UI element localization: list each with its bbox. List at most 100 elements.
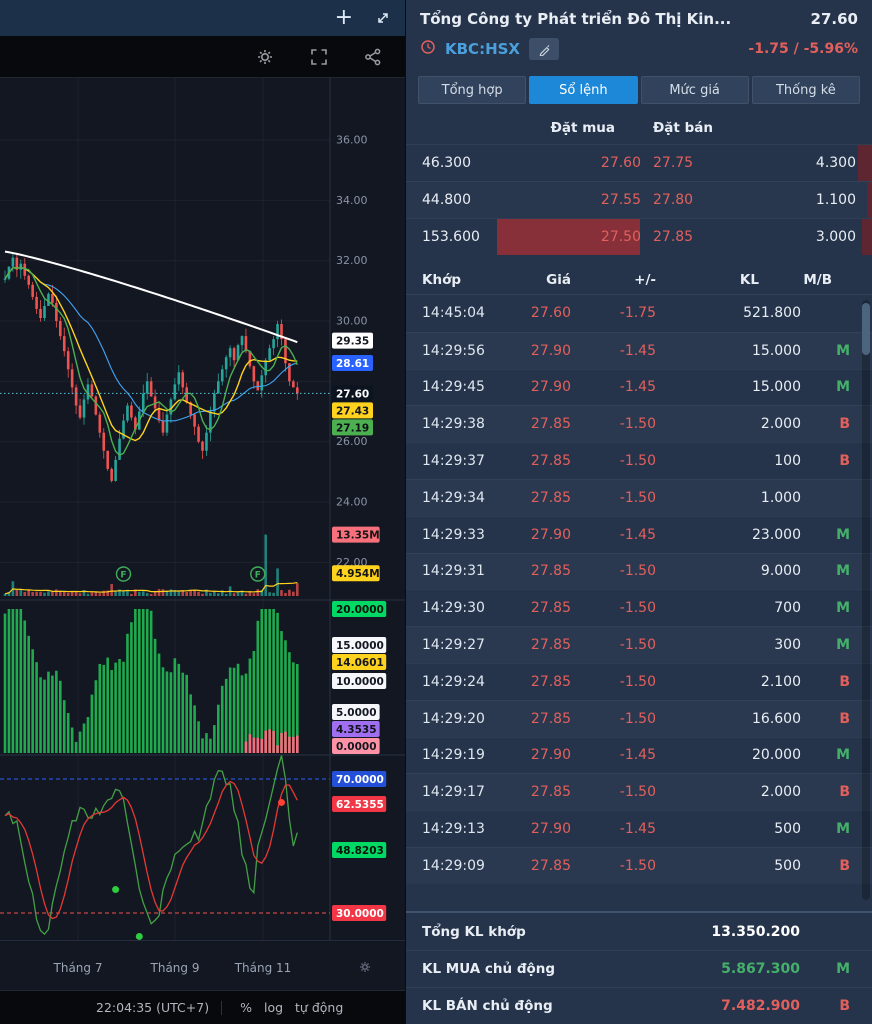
axis-settings-icon[interactable] [358,959,372,978]
svg-text:13.35M: 13.35M [336,530,380,542]
trade-time: 14:29:38 [422,416,485,433]
trade-side: B [839,710,850,727]
trade-change: -1.45 [619,821,656,838]
side-panel: Tổng Công ty Phát triển Đô Thị Kin... 27… [405,0,872,1024]
ticker-symbol[interactable]: KBC:HSX [445,40,520,58]
summary-row: KL BÁN chủ động 7.482.900 B [406,987,872,1024]
trade-row: 14:29:34 27.85 -1.50 1.000 [406,478,872,516]
trades-col-header: KL [739,271,759,288]
trade-side: B [839,784,850,801]
trade-row: 14:29:33 27.90 -1.45 23.000 M [406,515,872,553]
trade-time: 14:29:45 [422,379,485,396]
trade-volume: 100 [774,453,801,470]
trade-row: 14:29:30 27.85 -1.50 700 M [406,589,872,626]
trade-volume: 15.000 [752,379,801,396]
trade-change: -1.50 [619,637,656,654]
sell-header: Đặt bán [653,120,713,136]
svg-text:24.00: 24.00 [336,496,368,509]
tab-tổng-hợp[interactable]: Tổng hợp [418,76,527,104]
chart-bottombar: 22:04:35 (UTC+7) % log tự động [0,990,405,1024]
trade-price: 27.85 [530,784,571,801]
time-axis-label: Tháng 7 [53,961,103,975]
tab-sổ-lệnh[interactable]: Sổ lệnh [529,76,638,104]
svg-text:0.0000: 0.0000 [336,741,377,753]
svg-text:4.3535: 4.3535 [336,724,377,736]
ask-price[interactable]: 27.85 [653,229,694,245]
trade-side: M [836,379,850,396]
trade-price: 27.85 [530,416,571,433]
trade-row: 14:29:38 27.85 -1.50 2.000 B [406,405,872,442]
expand-icon[interactable] [375,10,391,26]
ask-price[interactable]: 27.75 [653,155,694,171]
bid-price[interactable]: 27.60 [600,155,641,171]
trade-side: B [839,673,850,690]
summary-row: Tổng KL khớp 13.350.200 [406,913,872,950]
trade-row: 14:29:37 27.85 -1.50 100 B [406,442,872,479]
bid-price[interactable]: 27.50 [600,229,641,245]
chart-panel: + 36.00 34.00 32.00 30.00 26.00 24.00 22.00 F F 2… [0,0,405,1024]
trade-side: M [836,637,850,654]
trade-price: 27.85 [530,600,571,617]
trade-row: 14:29:45 27.90 -1.45 15.000 M [406,368,872,406]
trade-price: 27.85 [530,489,571,506]
trade-time: 14:29:13 [422,821,485,838]
fullscreen-icon[interactable] [309,47,329,67]
trade-row: 14:29:20 27.85 -1.50 16.600 B [406,699,872,737]
svg-text:48.8203: 48.8203 [336,845,384,857]
trade-row: 14:29:09 27.85 -1.50 500 B [406,846,872,884]
auto-scale-button[interactable]: tự động [295,1000,344,1015]
summary-value: 5.867.300 [721,961,800,977]
panel-header: Tổng Công ty Phát triển Đô Thị Kin... 27… [406,0,872,32]
trade-time: 14:29:20 [422,710,485,727]
orderbook-row[interactable]: 153.600 27.50 27.85 3.000 [406,218,872,255]
orderbook-row[interactable]: 46.300 27.60 27.75 4.300 [406,144,872,181]
summary-label: Tổng KL khớp [422,923,526,940]
trade-row: 14:29:17 27.85 -1.50 2.000 B [406,773,872,810]
ask-price[interactable]: 27.80 [653,192,694,208]
trade-price: 27.90 [530,747,571,764]
scrollbar-track[interactable] [862,300,870,900]
trade-volume: 300 [774,637,801,654]
trade-time: 14:29:56 [422,342,485,359]
svg-text:36.00: 36.00 [336,134,368,147]
edit-symbol-button[interactable] [529,38,559,60]
trade-volume: 500 [774,821,801,838]
ask-volume: 1.100 [815,192,856,208]
bid-depth-bar [497,219,640,255]
tab-thống-kê[interactable]: Thống kê [751,76,860,104]
trade-volume: 20.000 [752,747,801,764]
svg-text:70.0000: 70.0000 [336,774,384,786]
time-axis[interactable]: Tháng 7 Tháng 9 Tháng 11 [0,940,405,990]
log-scale-button[interactable]: log [263,1000,284,1015]
trade-time: 14:29:09 [422,857,485,874]
trade-change: -1.45 [619,342,656,359]
trade-volume: 521.800 [743,305,801,322]
scrollbar-thumb[interactable] [862,303,870,355]
trade-change: -1.50 [619,489,656,506]
orderbook-header: Đặt mua Đặt bán [406,112,872,144]
bid-price[interactable]: 27.55 [600,192,641,208]
trade-change: -1.50 [619,710,656,727]
add-icon[interactable]: + [334,5,353,30]
trade-price: 27.85 [530,710,571,727]
svg-text:34.00: 34.00 [336,194,368,207]
orderbook-row[interactable]: 44.800 27.55 27.80 1.100 [406,181,872,218]
orderbook-rows: 46.300 27.60 27.75 4.300 44.800 27.55 27.80 1.1… [406,144,872,255]
summary-side: B [839,998,850,1014]
summary-value: 7.482.900 [721,998,800,1014]
bid-volume: 46.300 [422,155,471,171]
trade-volume: 16.600 [752,710,801,727]
divider [221,1000,223,1015]
share-icon[interactable] [363,47,383,67]
trade-volume: 9.000 [760,563,801,580]
svg-text:27.60: 27.60 [336,388,369,400]
trade-side: B [839,416,850,433]
percent-scale-button[interactable]: % [240,1000,252,1015]
trade-price: 27.85 [530,453,571,470]
trade-time: 14:45:04 [422,305,485,322]
trade-time: 14:29:27 [422,637,485,654]
tab-mức-giá[interactable]: Mức giá [640,76,749,104]
settings-icon[interactable] [255,47,275,67]
